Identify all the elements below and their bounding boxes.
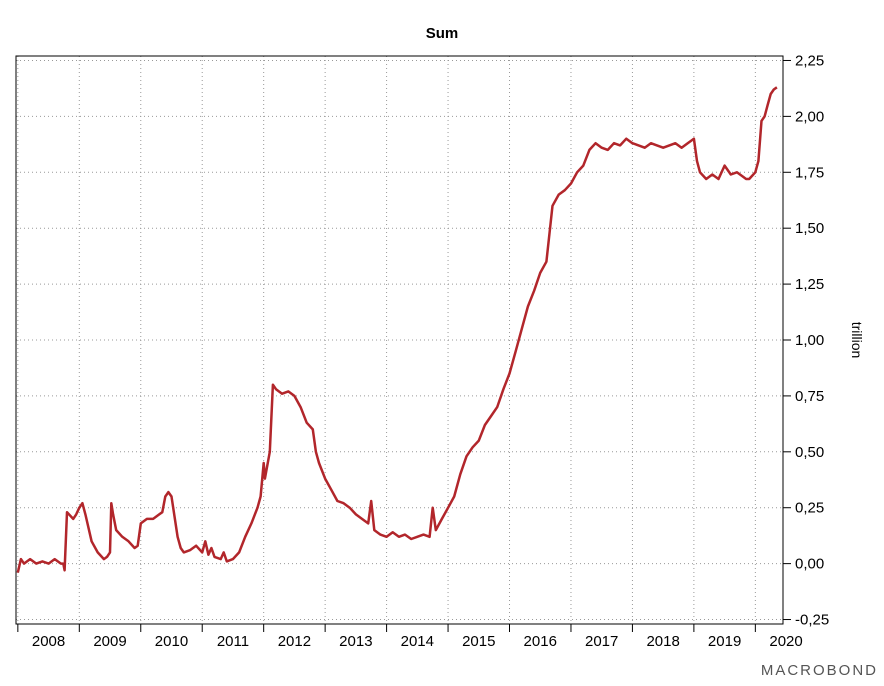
y-tick-label: 1,50 (795, 220, 824, 237)
x-tick-label: 2016 (524, 633, 557, 650)
y-tick-label: 0,75 (795, 388, 824, 405)
plot-frame (15, 55, 784, 625)
y-tick-label: -0,25 (795, 612, 829, 629)
gridlines (16, 56, 783, 624)
y-tick-label: 0,00 (795, 556, 824, 573)
x-tick-label: 2015 (462, 633, 495, 650)
x-tick-label: 2009 (93, 633, 126, 650)
x-tick-label: 2019 (708, 633, 741, 650)
x-tick-label: 2010 (155, 633, 188, 650)
y-tick-label: 2,25 (795, 52, 824, 69)
y-axis-label: trillion (849, 322, 865, 359)
chart-title: Sum (426, 25, 459, 42)
macrobond-logo: MACROBOND (761, 662, 878, 679)
x-tick-label: 2012 (278, 633, 311, 650)
y-tick-label: 1,00 (795, 332, 824, 349)
x-tick-label: 2014 (401, 633, 434, 650)
x-axis: 2008 2009 2010 2011 2012 2013 2014 2015 2016 2017… (17, 624, 803, 650)
x-tick-label: 2013 (339, 633, 372, 650)
y-tick-label: 1,25 (795, 276, 824, 293)
series-line (16, 86, 778, 573)
x-tick-label: 2017 (585, 633, 618, 650)
y-tick-label: 2,00 (795, 108, 824, 125)
x-tick-label: 2008 (32, 633, 65, 650)
y-tick-label: 0,25 (795, 500, 824, 517)
x-tick-label: 2011 (217, 633, 249, 650)
x-tick-label: 2018 (646, 633, 679, 650)
y-tick-label: 1,75 (795, 164, 824, 181)
y-axis: -0,25 0,00 0,25 0,50 0,75 1,00 1,25 1,50 1,75 2,0… (783, 52, 829, 629)
x-tick-label: 2020 (769, 633, 802, 650)
y-tick-label: 0,50 (795, 444, 824, 461)
